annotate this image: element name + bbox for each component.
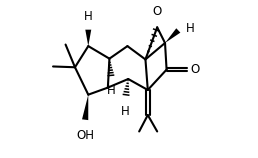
- Text: H: H: [84, 10, 93, 23]
- Text: O: O: [190, 63, 199, 76]
- Text: O: O: [152, 5, 162, 18]
- Text: H: H: [186, 22, 194, 35]
- Text: H: H: [121, 105, 130, 118]
- Text: H: H: [107, 84, 115, 97]
- Polygon shape: [85, 30, 91, 46]
- Text: OH: OH: [76, 129, 94, 142]
- Polygon shape: [165, 28, 180, 43]
- Polygon shape: [82, 95, 88, 120]
